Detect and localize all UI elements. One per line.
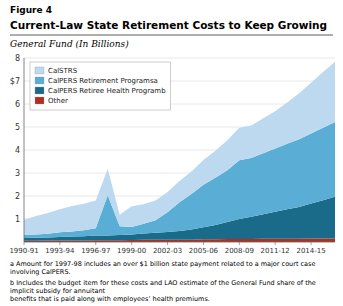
footnote-line: a Amount for 1997-98 includes an over $1… [10, 260, 315, 268]
footnote: a Amount for 1997-98 includes an over $1… [10, 260, 315, 276]
legend-box [30, 62, 171, 110]
y-tick-label: 6 [15, 100, 20, 109]
y-tick-label: $7 [10, 77, 20, 86]
x-tick-label: 1990-91 [9, 247, 38, 255]
y-tick-label: 1 [15, 215, 20, 224]
x-tick-label: 1996-97 [81, 247, 110, 255]
x-tick [95, 242, 96, 245]
footnote-line: implicit subsidy for annuitant [10, 287, 106, 295]
x-tick [59, 242, 60, 245]
subtitle: General Fund (In Billions) [10, 39, 129, 49]
legend-label: Other [48, 97, 68, 105]
footnote-line: b Includes the budget item for these cos… [10, 279, 316, 287]
legend-swatch [35, 77, 44, 84]
areas [24, 62, 335, 242]
x-tick-label: 2005-06 [189, 247, 219, 255]
y-tick-label: 5 [15, 123, 20, 132]
x-tick-label: 1999-00 [117, 247, 146, 255]
area [24, 62, 335, 235]
x-tick-label: 2014-15 [296, 247, 325, 255]
y-tick-label: 2 [15, 192, 20, 201]
legend: CalSTRS CalPERS Retirement Programsa CalPE… [30, 62, 171, 110]
legend-label: CalPERS Retiree Health Programb [48, 87, 166, 95]
legend-swatch [35, 67, 44, 74]
x-tick [311, 242, 312, 245]
x-tick-label: 2002-03 [153, 247, 182, 255]
figure-label: Figure 4 [10, 5, 52, 15]
x-tick [167, 242, 168, 245]
y-tick-label: 3 [15, 169, 20, 178]
y-tick-label: 4 [15, 146, 20, 155]
footnote: b Includes the budget item for these cos… [10, 279, 316, 303]
footnote-line: benefits that is paid along with employe… [10, 295, 210, 303]
chart: Figure 4 Current-Law State Retirement Cos… [0, 0, 343, 306]
grid-line [24, 58, 335, 59]
x-tick [24, 242, 25, 245]
legend-label: CalSTRS [48, 67, 78, 75]
title: Current-Law State Retirement Costs to Ke… [10, 19, 327, 31]
y-axis [24, 58, 25, 242]
x-tick-label: 2011-12 [261, 247, 290, 255]
x-tick [203, 242, 204, 245]
x-tick [239, 242, 240, 245]
x-axis [24, 242, 335, 243]
legend-label: CalPERS Retirement Programsa [48, 77, 158, 85]
x-tick-label: 2008-09 [225, 247, 254, 255]
x-tick [275, 242, 276, 245]
x-tick [131, 242, 132, 245]
footnote-line: involving CalPERS. [10, 268, 71, 276]
x-tick-label: 1993-94 [45, 247, 75, 255]
legend-swatch [35, 97, 44, 104]
legend-swatch [35, 87, 44, 94]
y-tick-label: 8 [15, 54, 20, 63]
title-rule [10, 35, 333, 36]
